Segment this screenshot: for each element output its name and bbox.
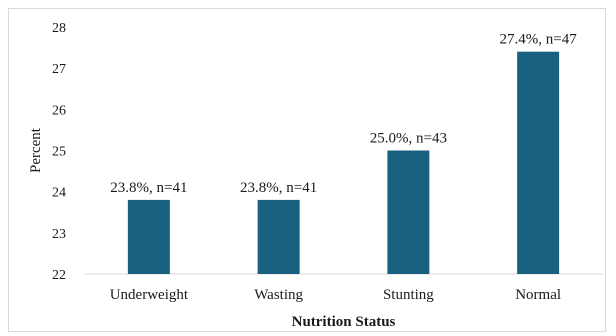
y-tick-label: 28 — [52, 21, 66, 36]
x-category-label: Wasting — [254, 287, 303, 303]
y-tick-label: 26 — [52, 103, 66, 118]
data-label: 25.0%, n=43 — [370, 131, 447, 147]
data-label: 27.4%, n=47 — [500, 32, 578, 48]
x-category-label: Normal — [515, 287, 561, 303]
bar-stunting — [387, 150, 430, 274]
x-axis-title: Nutrition Status — [292, 314, 396, 330]
y-tick-label: 25 — [52, 145, 66, 160]
chart-frame — [8, 8, 606, 332]
y-axis-title: Percent — [28, 127, 44, 173]
data-label: 23.8%, n=41 — [240, 180, 317, 196]
y-axis-ticks: 22 23 24 25 26 27 28 — [52, 21, 66, 283]
x-axis-category-labels: Underweight Wasting Stunting Normal — [110, 287, 561, 303]
x-category-label: Stunting — [383, 287, 434, 303]
y-tick-label: 23 — [52, 227, 66, 242]
y-tick-label: 22 — [52, 268, 66, 283]
data-labels: 23.8%, n=41 23.8%, n=41 25.0%, n=43 27.4%, … — [110, 32, 577, 196]
y-tick-label: 27 — [52, 62, 66, 77]
x-category-label: Underweight — [110, 287, 189, 303]
data-label: 23.8%, n=41 — [110, 180, 187, 196]
bar-normal — [517, 51, 560, 275]
bar-wasting — [257, 199, 300, 274]
y-tick-label: 24 — [52, 186, 66, 201]
bar-underweight — [127, 199, 170, 274]
bars — [127, 51, 560, 275]
